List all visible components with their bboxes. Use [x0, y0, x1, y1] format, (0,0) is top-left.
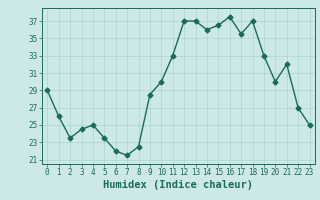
X-axis label: Humidex (Indice chaleur): Humidex (Indice chaleur): [103, 180, 253, 190]
